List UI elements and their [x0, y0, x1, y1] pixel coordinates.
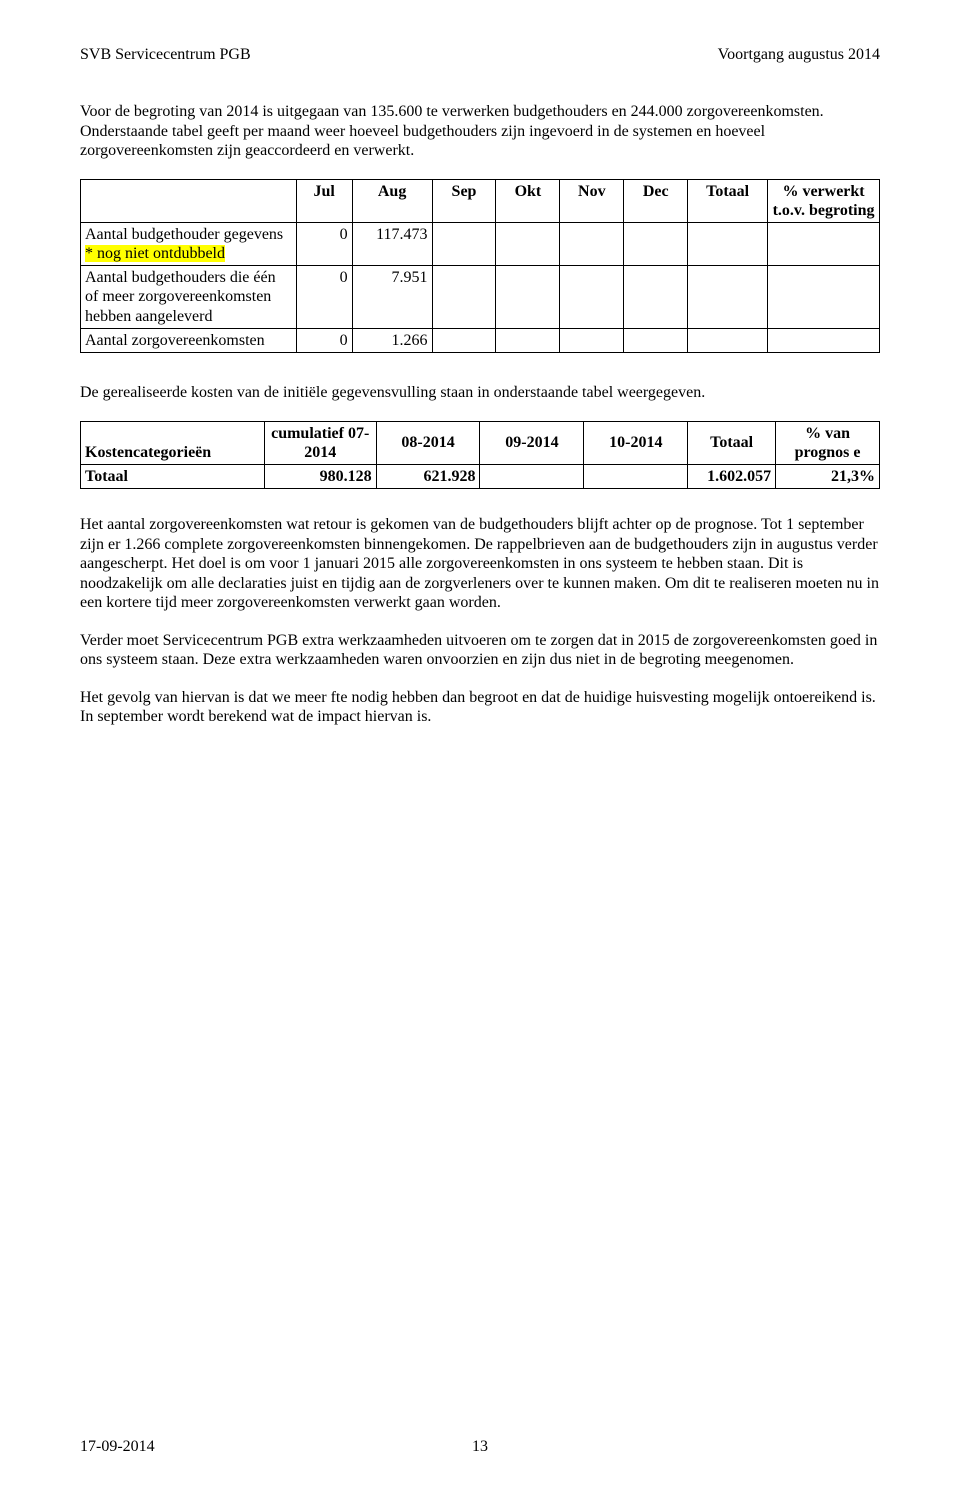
footer-page: 13 — [80, 1438, 880, 1456]
paragraph-3: Het aantal zorgovereenkomsten wat retour… — [80, 515, 880, 613]
cell-empty — [560, 328, 624, 352]
page: SVB Servicecentrum PGB Voortgang augustu… — [0, 0, 960, 1502]
cell-empty — [688, 328, 768, 352]
th-08: 08-2014 — [376, 421, 480, 464]
paragraph-5: Het gevolg van hiervan is dat we meer ft… — [80, 688, 880, 727]
th-totaal: Totaal — [688, 421, 776, 464]
th-10: 10-2014 — [584, 421, 688, 464]
paragraph-costs: De gerealiseerde kosten van de initiële … — [80, 383, 880, 403]
cell-c2: 621.928 — [376, 464, 480, 488]
cell-aug: 7.951 — [352, 266, 432, 329]
table-row: Aantal budgethouder gegevens * nog niet … — [81, 222, 880, 265]
cell-empty — [768, 266, 880, 329]
cell-empty — [496, 266, 560, 329]
cell-empty — [624, 222, 688, 265]
table-header-row: Jul Aug Sep Okt Nov Dec Totaal % verwerk… — [81, 179, 880, 222]
table-header-row: Kostencategorieën cumulatief 07-2014 08-… — [81, 421, 880, 464]
cell-label: Aantal zorgovereenkomsten — [81, 328, 297, 352]
cell-pct: 21,3% — [776, 464, 880, 488]
cell-empty — [768, 328, 880, 352]
cell-empty — [432, 266, 496, 329]
header-left: SVB Servicecentrum PGB — [80, 46, 251, 64]
th-kosten: Kostencategorieën — [81, 421, 265, 464]
th-nov: Nov — [560, 179, 624, 222]
table-row: Totaal 980.128 621.928 1.602.057 21,3% — [81, 464, 880, 488]
table-row: Aantal zorgovereenkomsten 0 1.266 — [81, 328, 880, 352]
cell-aug: 1.266 — [352, 328, 432, 352]
cell-empty — [768, 222, 880, 265]
cell-label: Aantal budgethouder gegevens * nog niet … — [81, 222, 297, 265]
cell-empty — [560, 266, 624, 329]
cell-jul: 0 — [296, 328, 352, 352]
cell-jul: 0 — [296, 222, 352, 265]
page-header: SVB Servicecentrum PGB Voortgang augustu… — [80, 46, 880, 64]
cell-empty — [688, 266, 768, 329]
cell-c3 — [480, 464, 584, 488]
cell-empty — [624, 328, 688, 352]
footer-date: 17-09-2014 — [80, 1438, 155, 1456]
header-right: Voortgang augustus 2014 — [718, 46, 880, 64]
row1-label-highlight: * nog niet ontdubbeld — [85, 245, 225, 262]
paragraph-intro: Voor de begroting van 2014 is uitgegaan … — [80, 102, 880, 161]
th-pct: % van prognos e — [776, 421, 880, 464]
paragraph-4: Verder moet Servicecentrum PGB extra wer… — [80, 631, 880, 670]
th-dec: Dec — [624, 179, 688, 222]
th-cum: cumulatief 07-2014 — [264, 421, 376, 464]
cell-empty — [496, 328, 560, 352]
cell-c4 — [584, 464, 688, 488]
cell-label: Aantal budgethouders die één of meer zor… — [81, 266, 297, 329]
table-row: Aantal budgethouders die één of meer zor… — [81, 266, 880, 329]
cell-empty — [496, 222, 560, 265]
cell-empty — [688, 222, 768, 265]
th-blank — [81, 179, 297, 222]
cell-label: Totaal — [81, 464, 265, 488]
th-sep: Sep — [432, 179, 496, 222]
table-progress: Jul Aug Sep Okt Nov Dec Totaal % verwerk… — [80, 179, 880, 354]
th-pct: % verwerkt t.o.v. begroting — [768, 179, 880, 222]
page-footer: 17-09-2014 13 — [80, 1438, 880, 1456]
cell-jul: 0 — [296, 266, 352, 329]
th-aug: Aug — [352, 179, 432, 222]
cell-empty — [432, 328, 496, 352]
table-costs: Kostencategorieën cumulatief 07-2014 08-… — [80, 421, 880, 490]
th-totaal: Totaal — [688, 179, 768, 222]
cell-totaal: 1.602.057 — [688, 464, 776, 488]
cell-aug: 117.473 — [352, 222, 432, 265]
cell-empty — [560, 222, 624, 265]
cell-c1: 980.128 — [264, 464, 376, 488]
cell-empty — [624, 266, 688, 329]
th-jul: Jul — [296, 179, 352, 222]
th-okt: Okt — [496, 179, 560, 222]
th-09: 09-2014 — [480, 421, 584, 464]
row1-label-a: Aantal budgethouder gegevens — [85, 226, 283, 243]
cell-empty — [432, 222, 496, 265]
